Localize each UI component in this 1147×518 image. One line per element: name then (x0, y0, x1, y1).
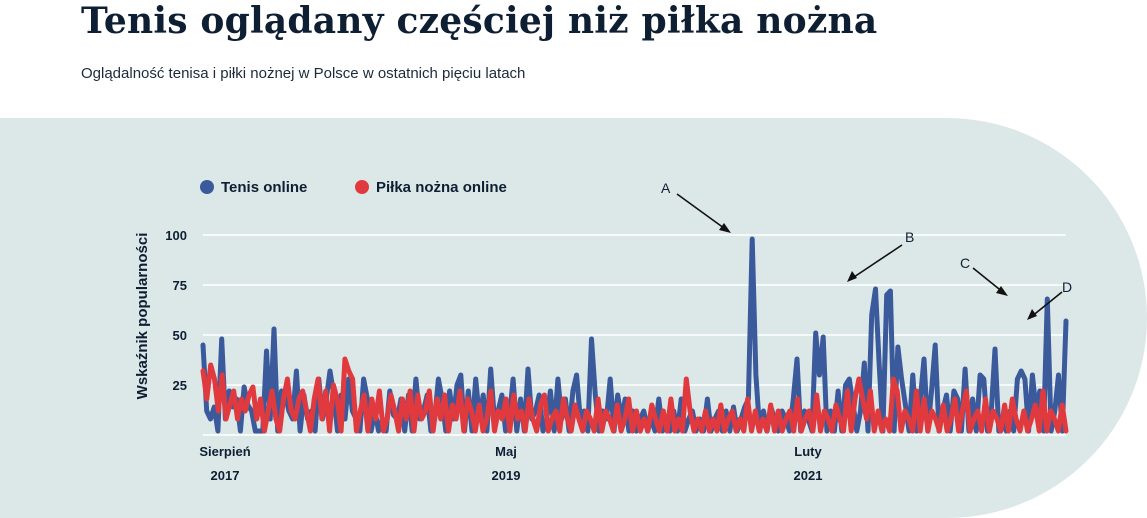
x-tick-month: Luty (794, 444, 822, 459)
y-tick-label: 50 (173, 328, 187, 343)
legend[interactable]: Tenis online Piłka nożna online (200, 179, 507, 196)
y-tick-label: 100 (165, 228, 187, 243)
legend-label-tenis: Tenis online (221, 179, 307, 196)
y-axis-label: Wskaźnik popularności (134, 233, 151, 400)
annotation-c-arrow (972, 267, 1005, 294)
annotations: A B C D (661, 180, 1072, 320)
page-title: Tenis oglądany częściej niż piłka nożna (81, 0, 878, 42)
annotation-c-label: C (960, 255, 970, 271)
legend-label-pilka: Piłka nożna online (376, 179, 507, 196)
chart-panel (0, 118, 1147, 518)
x-tick-month: Sierpień (199, 444, 250, 459)
y-tick-label: 75 (173, 278, 187, 293)
annotation-a-label: A (661, 180, 671, 196)
series-line-pilka (200, 356, 1069, 434)
annotation-b-label: B (905, 229, 914, 245)
page-subtitle: Oglądalność tenisa i piłki nożnej w Pols… (81, 65, 526, 82)
x-tick-year: 2021 (794, 468, 823, 483)
x-axis: Sierpień 2017 Maj 2019 Luty 2021 (199, 444, 822, 483)
y-tick-label: 25 (173, 378, 187, 393)
legend-marker-tenis (200, 180, 214, 194)
annotation-a-arrow (676, 193, 729, 232)
annotation-c-arrowhead (996, 286, 1008, 296)
series-lines (200, 236, 1069, 434)
x-tick-year: 2019 (492, 468, 521, 483)
x-tick-year: 2017 (211, 468, 240, 483)
legend-marker-pilka (355, 180, 369, 194)
annotation-d-label: D (1062, 279, 1072, 295)
annotation-b-arrowhead (847, 271, 857, 282)
annotation-d-arrow (1030, 291, 1063, 318)
annotation-d-arrowhead (1027, 309, 1037, 320)
annotation-a-arrowhead (719, 223, 731, 233)
annotation-b-arrow (850, 244, 903, 280)
y-axis: 25 50 75 100 (165, 228, 187, 393)
x-tick-month: Maj (495, 444, 517, 459)
